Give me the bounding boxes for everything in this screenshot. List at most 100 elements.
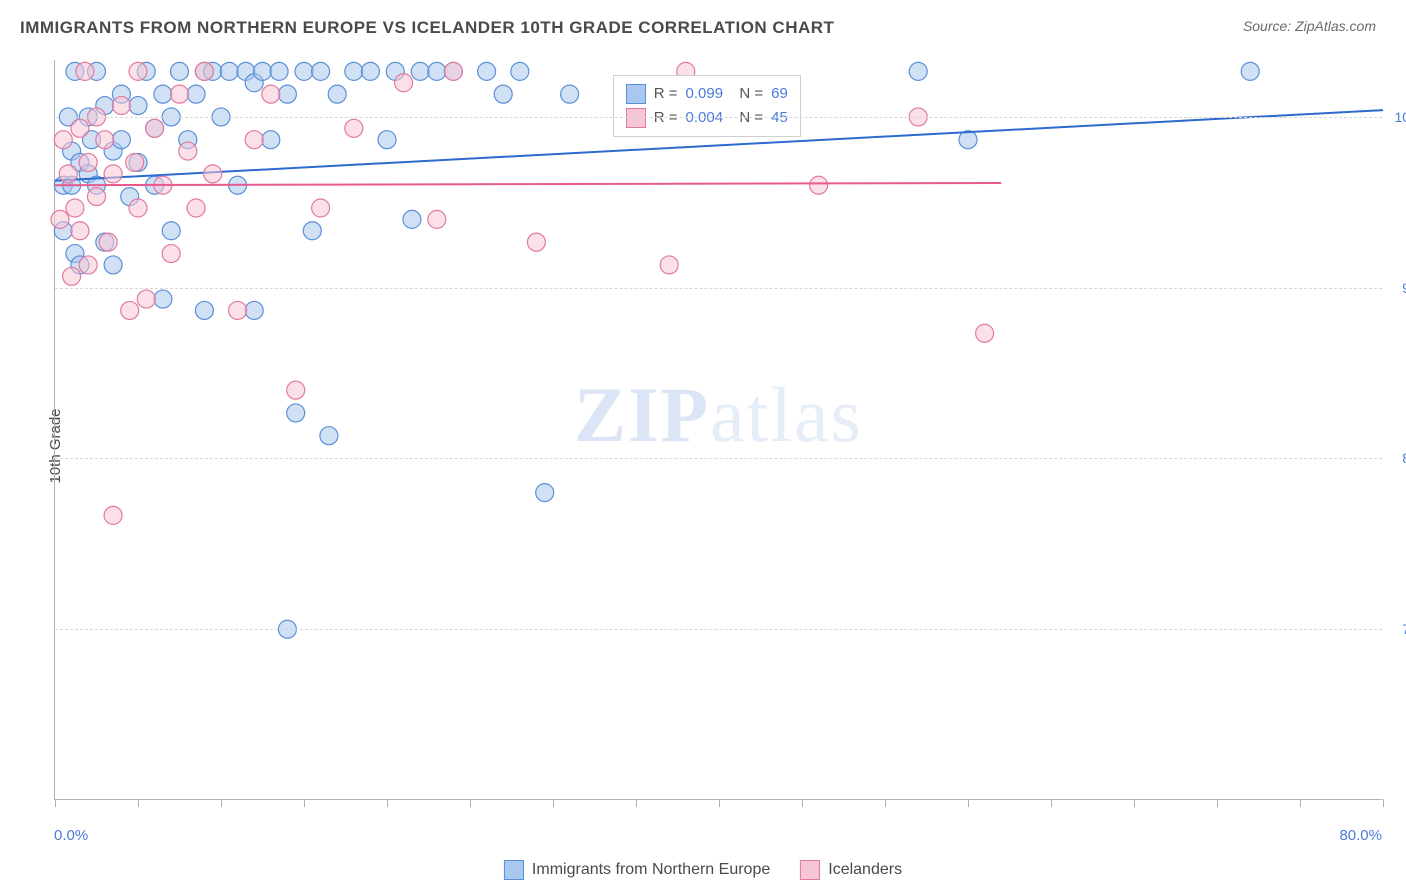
data-point-immigrants — [254, 62, 272, 80]
data-point-immigrants — [428, 62, 446, 80]
data-point-immigrants — [129, 97, 147, 115]
data-point-icelanders — [112, 97, 130, 115]
data-point-immigrants — [403, 210, 421, 228]
x-tick — [138, 799, 139, 807]
data-point-immigrants — [909, 62, 927, 80]
legend-bottom: Immigrants from Northern Europe Icelande… — [504, 860, 902, 880]
data-point-immigrants — [378, 131, 396, 149]
swatch-icelanders-bottom — [800, 860, 820, 880]
legend-item-immigrants: Immigrants from Northern Europe — [504, 860, 770, 880]
data-point-immigrants — [195, 301, 213, 319]
gridline — [55, 458, 1382, 459]
data-point-icelanders — [146, 119, 164, 137]
data-point-icelanders — [59, 165, 77, 183]
chart-title: IMMIGRANTS FROM NORTHERN EUROPE VS ICELA… — [20, 18, 834, 38]
data-point-icelanders — [88, 188, 106, 206]
data-point-icelanders — [104, 506, 122, 524]
data-point-icelanders — [129, 62, 147, 80]
x-axis-min-label: 0.0% — [54, 827, 88, 844]
x-tick — [885, 799, 886, 807]
data-point-icelanders — [229, 301, 247, 319]
data-point-icelanders — [444, 62, 462, 80]
gridline — [55, 117, 1382, 118]
swatch-immigrants-bottom — [504, 860, 524, 880]
data-point-icelanders — [99, 233, 117, 251]
data-point-immigrants — [287, 404, 305, 422]
legend-label-icelanders: Icelanders — [828, 861, 902, 879]
legend-item-icelanders: Icelanders — [800, 860, 902, 880]
x-tick — [1134, 799, 1135, 807]
data-point-icelanders — [195, 62, 213, 80]
data-point-immigrants — [278, 85, 296, 103]
data-point-icelanders — [129, 199, 147, 217]
data-point-icelanders — [345, 119, 363, 137]
gridline — [55, 629, 1382, 630]
data-point-icelanders — [126, 153, 144, 171]
data-point-icelanders — [204, 165, 222, 183]
data-point-immigrants — [411, 62, 429, 80]
data-point-icelanders — [287, 381, 305, 399]
data-point-icelanders — [63, 267, 81, 285]
data-point-immigrants — [312, 62, 330, 80]
y-tick-label: 85.0% — [1402, 450, 1406, 466]
data-point-icelanders — [79, 153, 97, 171]
data-point-icelanders — [262, 85, 280, 103]
chart-plot-area: ZIPatlas R = 0.099 N = 69 R = 0.004 N = … — [54, 60, 1382, 800]
data-point-icelanders — [71, 222, 89, 240]
data-point-icelanders — [395, 74, 413, 92]
data-point-icelanders — [187, 199, 205, 217]
data-point-immigrants — [220, 62, 238, 80]
x-tick — [719, 799, 720, 807]
data-point-immigrants — [1241, 62, 1259, 80]
gridline — [55, 288, 1382, 289]
x-tick — [1217, 799, 1218, 807]
n-value-immigrants: 69 — [771, 85, 788, 102]
data-point-icelanders — [66, 199, 84, 217]
x-tick — [1051, 799, 1052, 807]
data-point-immigrants — [536, 484, 554, 502]
x-tick — [387, 799, 388, 807]
data-point-immigrants — [295, 62, 313, 80]
data-point-icelanders — [79, 256, 97, 274]
y-tick-label: 77.5% — [1402, 621, 1406, 637]
data-point-icelanders — [162, 245, 180, 263]
data-point-icelanders — [71, 119, 89, 137]
data-point-icelanders — [54, 131, 72, 149]
scatter-layer — [55, 60, 1382, 799]
data-point-icelanders — [428, 210, 446, 228]
data-point-immigrants — [270, 62, 288, 80]
x-tick — [968, 799, 969, 807]
trend-line-icelanders — [55, 183, 1001, 185]
data-point-immigrants — [511, 62, 529, 80]
data-point-immigrants — [345, 62, 363, 80]
data-point-icelanders — [810, 176, 828, 194]
data-point-icelanders — [312, 199, 330, 217]
data-point-icelanders — [76, 62, 94, 80]
data-point-immigrants — [561, 85, 579, 103]
x-tick — [55, 799, 56, 807]
data-point-immigrants — [187, 85, 205, 103]
data-point-immigrants — [320, 427, 338, 445]
r-value-immigrants: 0.099 — [686, 85, 724, 102]
x-tick — [470, 799, 471, 807]
x-axis-max-label: 80.0% — [1339, 827, 1382, 844]
swatch-immigrants — [626, 84, 646, 104]
source-label: Source: ZipAtlas.com — [1243, 18, 1376, 34]
data-point-immigrants — [162, 222, 180, 240]
data-point-icelanders — [179, 142, 197, 160]
x-tick — [802, 799, 803, 807]
data-point-immigrants — [104, 256, 122, 274]
data-point-immigrants — [361, 62, 379, 80]
legend-row-immigrants: R = 0.099 N = 69 — [626, 82, 788, 106]
data-point-immigrants — [303, 222, 321, 240]
data-point-icelanders — [660, 256, 678, 274]
x-tick — [636, 799, 637, 807]
data-point-icelanders — [137, 290, 155, 308]
data-point-immigrants — [112, 131, 130, 149]
data-point-immigrants — [478, 62, 496, 80]
data-point-immigrants — [328, 85, 346, 103]
x-tick — [1300, 799, 1301, 807]
data-point-immigrants — [245, 301, 263, 319]
data-point-icelanders — [527, 233, 545, 251]
data-point-immigrants — [154, 85, 172, 103]
